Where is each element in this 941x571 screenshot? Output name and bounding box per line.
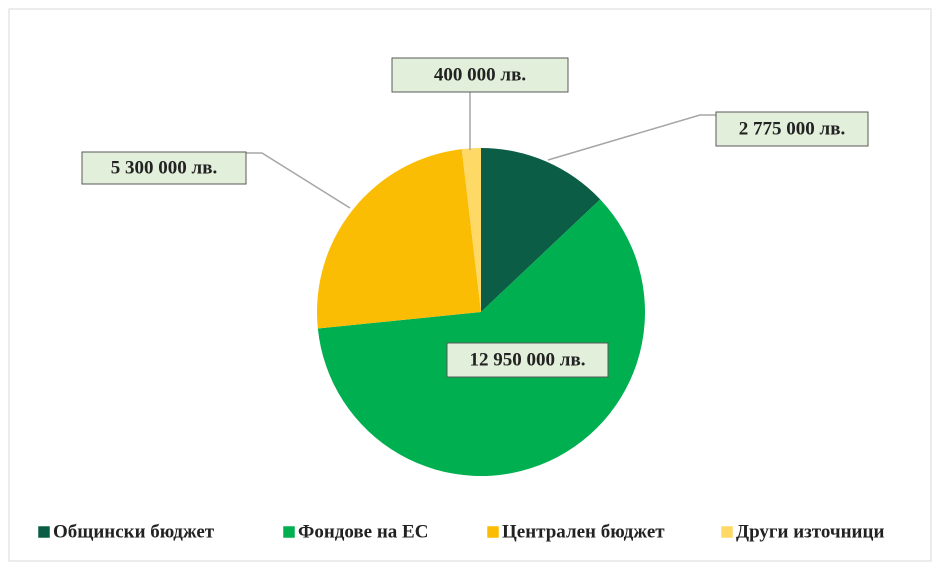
legend-swatch — [720, 525, 734, 539]
data-label: 400 000 лв. — [434, 64, 526, 85]
legend-swatch — [282, 525, 296, 539]
data-label: 2 775 000 лв. — [739, 118, 845, 139]
data-label-box — [391, 57, 569, 93]
legend-label: Общински бюджет — [53, 521, 215, 542]
leader-line — [547, 114, 716, 161]
pie-slice — [481, 148, 601, 312]
legend-swatch — [486, 525, 500, 539]
pie-slice — [461, 148, 481, 312]
legend-swatch — [37, 525, 51, 539]
legend-label: Централен бюджет — [502, 521, 665, 542]
leader-line — [246, 152, 351, 209]
data-label-box — [81, 151, 247, 185]
data-label-box — [715, 111, 869, 147]
pie-slice — [317, 199, 645, 477]
data-label: 5 300 000 лв. — [111, 157, 217, 178]
pie-slice — [317, 149, 481, 329]
legend-label: Фондове на ЕС — [298, 521, 428, 542]
data-label-box — [446, 342, 609, 378]
data-label: 12 950 000 лв. — [470, 349, 586, 370]
legend-label: Други източници — [736, 521, 884, 542]
